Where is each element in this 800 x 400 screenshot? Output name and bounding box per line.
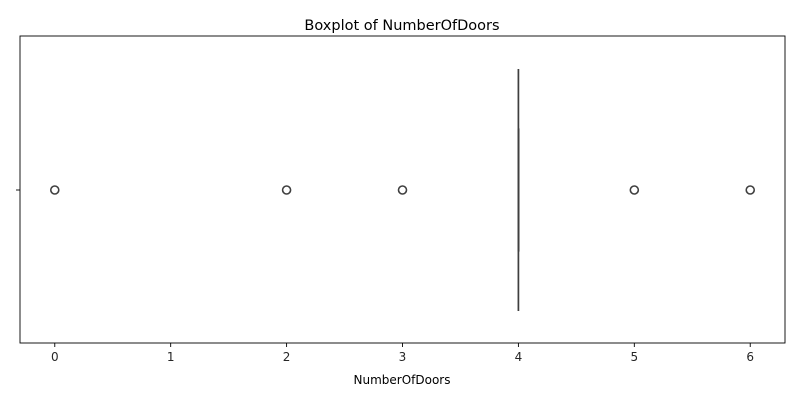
x-tick-label: 2: [283, 350, 291, 364]
axes-frame: [19, 35, 786, 344]
x-tick-label: 5: [630, 350, 638, 364]
x-tick-label: 6: [746, 350, 754, 364]
x-tick-label: 0: [51, 350, 59, 364]
x-tick-label: 4: [515, 350, 523, 364]
plot-area: [49, 69, 756, 311]
x-axis: 0 1 2 3 4 5 6: [51, 343, 754, 364]
x-tick-label: 3: [399, 350, 407, 364]
outlier-point: [397, 185, 408, 195]
x-tick-label: 1: [167, 350, 175, 364]
chart-title: Boxplot of NumberOfDoors: [304, 18, 499, 34]
outlier-point: [281, 185, 292, 195]
outlier-point: [49, 185, 60, 195]
outlier-point: [745, 185, 756, 195]
x-axis-label: NumberOfDoors: [354, 373, 451, 387]
outlier-point: [629, 185, 640, 195]
